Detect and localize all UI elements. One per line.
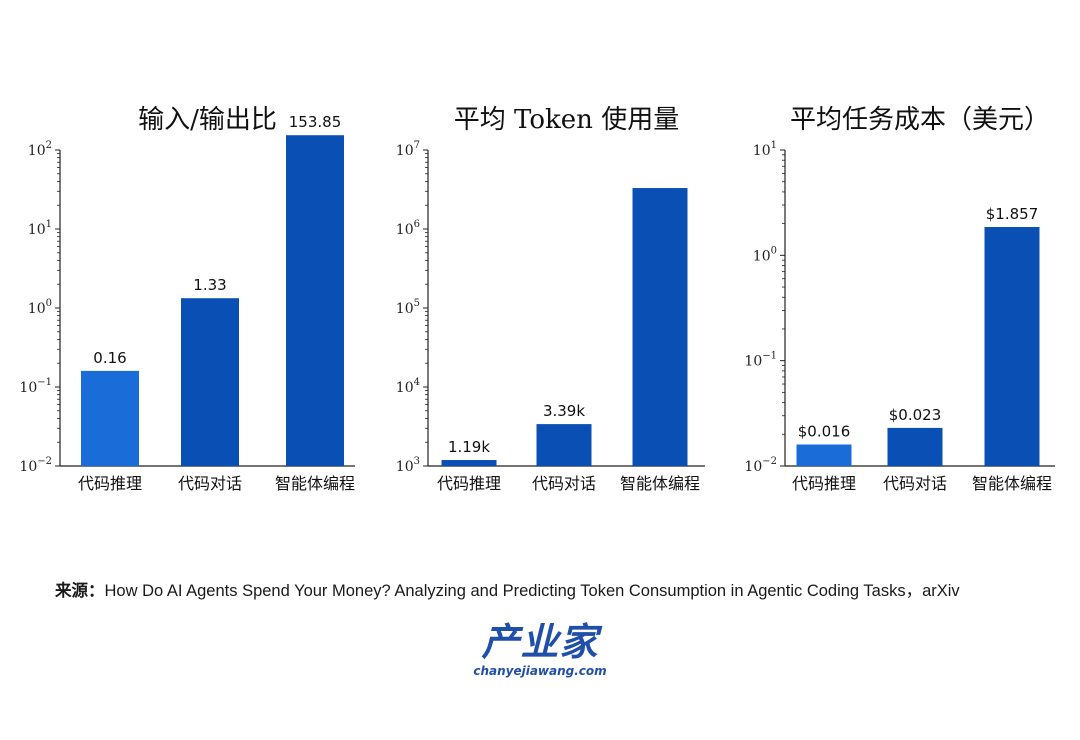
x-tick-label: 智能体编程 (972, 474, 1052, 493)
x-tick-label: 代码对话 (532, 474, 596, 493)
bar-1 (796, 444, 852, 466)
y-tick-label: 100 (753, 245, 777, 264)
bar-2 (536, 424, 592, 466)
chart-panel-1: 输入/输出比 10−2 10−1 100 101 102 0.16 代码推理 1.33 代码对话 1… (19, 105, 355, 493)
y-tick-label: 106 (396, 219, 420, 238)
bar-3 (286, 135, 344, 466)
y-tick-label: 101 (753, 140, 777, 159)
charts-area: 输入/输出比 10−2 10−1 100 101 102 0.16 代码推理 1.33 代码对话 1… (19, 105, 1055, 493)
x-tick-label: 代码对话 (178, 474, 242, 493)
chart-title: 平均 Token 使用量 (454, 105, 679, 135)
data-label: $1.857 (986, 205, 1039, 223)
y-tick-label: 105 (396, 298, 420, 317)
y-tick-label: 101 (28, 219, 52, 238)
data-label: 1.19k (448, 438, 490, 456)
y-tick-label: 10−1 (744, 351, 777, 370)
y-tick-label: 10−2 (744, 456, 777, 475)
bar-3 (632, 188, 688, 466)
data-label: $0.023 (889, 406, 942, 424)
source-text: How Do AI Agents Spend Your Money? Analy… (104, 582, 960, 600)
bar-1 (81, 370, 139, 466)
bar-3 (984, 227, 1040, 466)
data-label: $0.016 (798, 422, 851, 440)
source-label: 来源： (55, 582, 105, 600)
data-label: 0.16 (93, 349, 126, 367)
chart-panel-2: 平均 Token 使用量 103 104 105 106 107 1.19k 代码推理 3.39… (396, 105, 705, 493)
brand-logo: 产业家 chanyejiawang.com (450, 620, 630, 680)
chart-panel-3: 平均任务成本（美元） 10−2 10−1 100 101 $0.016 代码推理 $0.023… (744, 105, 1055, 493)
y-tick-label: 102 (28, 140, 52, 159)
source-citation: 来源：How Do AI Agents Spend Your Money? An… (55, 577, 1065, 601)
y-tick-label: 104 (396, 377, 420, 396)
x-tick-label: 智能体编程 (620, 474, 700, 493)
x-tick-label: 代码推理 (437, 474, 501, 493)
logo-name: 产业家 (481, 620, 599, 664)
chart-title: 平均任务成本（美元） (790, 105, 1050, 135)
chart-title: 输入/输出比 (138, 105, 277, 135)
logo-domain: chanyejiawang.com (473, 664, 607, 678)
bar-2 (181, 298, 239, 466)
y-tick-label: 100 (28, 298, 52, 317)
data-label: 153.85 (289, 113, 342, 131)
data-label: 1.33 (193, 276, 226, 294)
y-tick-label: 103 (396, 456, 420, 475)
data-label: 3.39k (543, 402, 585, 420)
x-tick-label: 代码对话 (883, 474, 947, 493)
y-tick-label: 10−1 (19, 377, 52, 396)
bar-1 (441, 460, 497, 466)
y-tick-label: 107 (396, 140, 420, 159)
x-tick-label: 代码推理 (78, 474, 142, 493)
bar-2 (887, 427, 943, 466)
y-tick-label: 10−2 (19, 456, 52, 475)
x-tick-label: 代码推理 (792, 474, 856, 493)
x-tick-label: 智能体编程 (275, 474, 355, 493)
